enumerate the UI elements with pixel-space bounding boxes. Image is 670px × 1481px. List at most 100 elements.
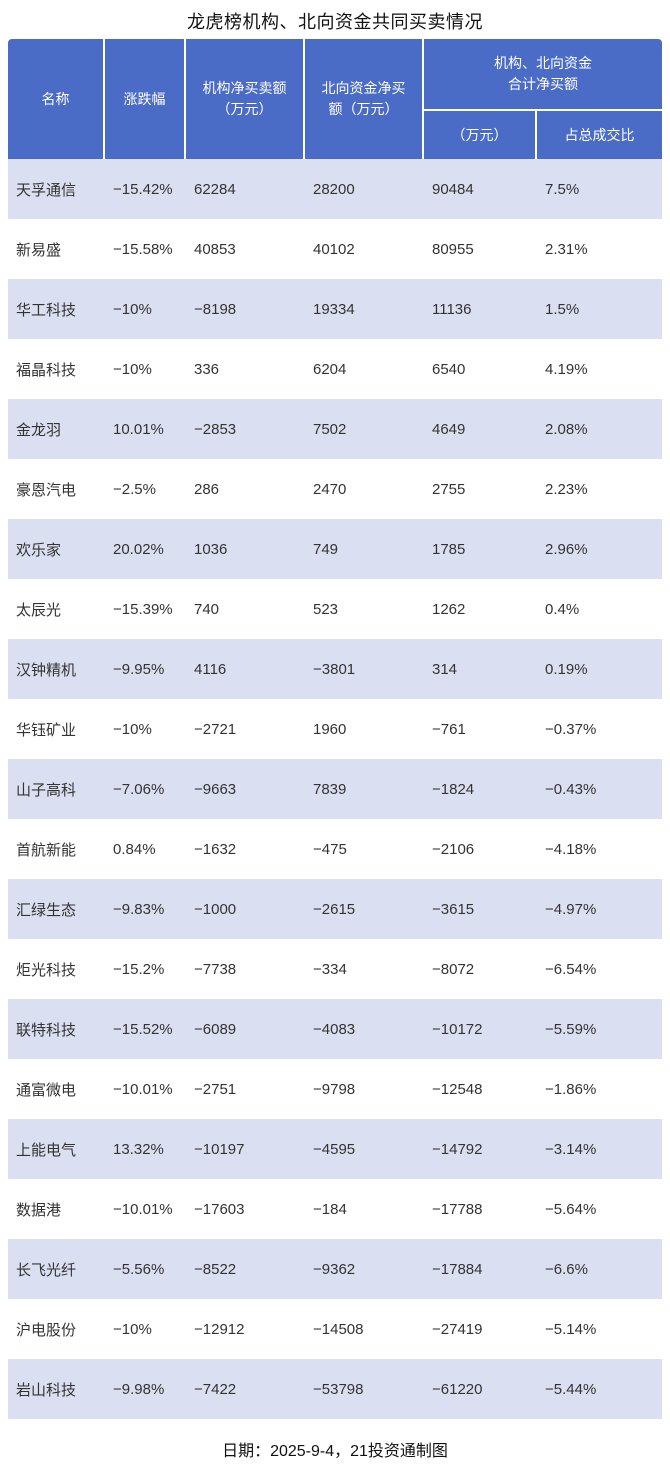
cell-name: 数据港 — [8, 1179, 105, 1239]
cell-total-net: −14792 — [424, 1119, 537, 1179]
cell-name: 汇绿生态 — [8, 879, 105, 939]
cell-north-net: −475 — [305, 819, 424, 879]
cell-total-net: −2106 — [424, 819, 537, 879]
cell-north-net: −9362 — [305, 1239, 424, 1299]
cell-name: 新易盛 — [8, 219, 105, 279]
cell-north-net: 19334 — [305, 279, 424, 339]
cell-total-net: −3615 — [424, 879, 537, 939]
cell-ratio: −0.37% — [537, 699, 662, 759]
cell-ratio: −5.59% — [537, 999, 662, 1059]
cell-inst-net: −2751 — [186, 1059, 305, 1119]
page-title: 龙虎榜机构、北向资金共同买卖情况 — [187, 12, 483, 32]
cell-change: −9.83% — [105, 879, 186, 939]
table-row: 首航新能 0.84% −1632 −475 −2106 −4.18% — [8, 819, 662, 879]
cell-north-net: −9798 — [305, 1059, 424, 1119]
cell-change: −2.5% — [105, 459, 186, 519]
table-row: 沪电股份 −10% −12912 −14508 −27419 −5.14% — [8, 1299, 662, 1359]
cell-ratio: 1.5% — [537, 279, 662, 339]
table-row: 数据港 −10.01% −17603 −184 −17788 −5.64% — [8, 1179, 662, 1239]
table-row: 岩山科技 −9.98% −7422 −53798 −61220 −5.44% — [8, 1359, 662, 1419]
cell-change: −10% — [105, 699, 186, 759]
data-table: 名称 涨跌幅 机构净买卖额 （万元） 北向资金净买 额（万元） 机构、北向资金 … — [8, 39, 662, 1419]
cell-name: 太辰光 — [8, 579, 105, 639]
cell-inst-net: −7422 — [186, 1359, 305, 1419]
cell-total-net: 2755 — [424, 459, 537, 519]
column-header-group-total-net: 机构、北向资金 合计净买额 — [424, 39, 662, 111]
cell-change: −7.06% — [105, 759, 186, 819]
cell-change: −9.98% — [105, 1359, 186, 1419]
cell-name: 汉钟精机 — [8, 639, 105, 699]
cell-north-net: 7839 — [305, 759, 424, 819]
cell-inst-net: 740 — [186, 579, 305, 639]
table-row: 上能电气 13.32% −10197 −4595 −14792 −3.14% — [8, 1119, 662, 1179]
table-row: 豪恩汽电 −2.5% 286 2470 2755 2.23% — [8, 459, 662, 519]
cell-name: 长飞光纤 — [8, 1239, 105, 1299]
cell-ratio: −5.64% — [537, 1179, 662, 1239]
cell-total-net: 6540 — [424, 339, 537, 399]
footer-note: 日期：2025-9-4，21投资通制图 — [222, 1443, 448, 1460]
column-header-name: 名称 — [8, 39, 105, 159]
cell-ratio: −1.86% — [537, 1059, 662, 1119]
cell-ratio: −6.54% — [537, 939, 662, 999]
column-header-northbound-net: 北向资金净买 额（万元） — [305, 39, 424, 159]
cell-north-net: −4083 — [305, 999, 424, 1059]
column-header-turnover-ratio: 占总成交比 — [537, 111, 662, 159]
table-row: 华钰矿业 −10% −2721 1960 −761 −0.37% — [8, 699, 662, 759]
cell-total-net: 1785 — [424, 519, 537, 579]
table-row: 华工科技 −10% −8198 19334 11136 1.5% — [8, 279, 662, 339]
column-header-institution-net: 机构净买卖额 （万元） — [186, 39, 305, 159]
cell-total-net: −27419 — [424, 1299, 537, 1359]
cell-total-net: 1262 — [424, 579, 537, 639]
column-header-change: 涨跌幅 — [105, 39, 186, 159]
cell-north-net: −53798 — [305, 1359, 424, 1419]
table-row: 通富微电 −10.01% −2751 −9798 −12548 −1.86% — [8, 1059, 662, 1119]
cell-inst-net: −1000 — [186, 879, 305, 939]
cell-name: 山子高科 — [8, 759, 105, 819]
cell-north-net: 28200 — [305, 159, 424, 219]
cell-north-net: −14508 — [305, 1299, 424, 1359]
table-row: 太辰光 −15.39% 740 523 1262 0.4% — [8, 579, 662, 639]
cell-inst-net: 62284 — [186, 159, 305, 219]
cell-north-net: 1960 — [305, 699, 424, 759]
table-row: 长飞光纤 −5.56% −8522 −9362 −17884 −6.6% — [8, 1239, 662, 1299]
cell-ratio: 2.23% — [537, 459, 662, 519]
cell-north-net: 2470 — [305, 459, 424, 519]
cell-north-net: −184 — [305, 1179, 424, 1239]
cell-total-net: −8072 — [424, 939, 537, 999]
cell-name: 炬光科技 — [8, 939, 105, 999]
table-row: 汇绿生态 −9.83% −1000 −2615 −3615 −4.97% — [8, 879, 662, 939]
cell-ratio: 0.4% — [537, 579, 662, 639]
cell-total-net: −17788 — [424, 1179, 537, 1239]
cell-change: −15.2% — [105, 939, 186, 999]
cell-ratio: −5.44% — [537, 1359, 662, 1419]
cell-name: 通富微电 — [8, 1059, 105, 1119]
cell-change: −9.95% — [105, 639, 186, 699]
cell-inst-net: 1036 — [186, 519, 305, 579]
cell-name: 岩山科技 — [8, 1359, 105, 1419]
cell-ratio: 2.08% — [537, 399, 662, 459]
table-row: 福晶科技 −10% 336 6204 6540 4.19% — [8, 339, 662, 399]
cell-total-net: −61220 — [424, 1359, 537, 1419]
cell-inst-net: −2853 — [186, 399, 305, 459]
cell-ratio: −4.18% — [537, 819, 662, 879]
cell-change: −10% — [105, 339, 186, 399]
cell-ratio: 2.31% — [537, 219, 662, 279]
cell-inst-net: −8198 — [186, 279, 305, 339]
cell-inst-net: 286 — [186, 459, 305, 519]
cell-name: 沪电股份 — [8, 1299, 105, 1359]
cell-name: 上能电气 — [8, 1119, 105, 1179]
cell-change: −5.56% — [105, 1239, 186, 1299]
cell-change: 20.02% — [105, 519, 186, 579]
table-row: 新易盛 −15.58% 40853 40102 80955 2.31% — [8, 219, 662, 279]
cell-change: −15.58% — [105, 219, 186, 279]
cell-ratio: −0.43% — [537, 759, 662, 819]
cell-inst-net: 4116 — [186, 639, 305, 699]
cell-name: 首航新能 — [8, 819, 105, 879]
cell-inst-net: 40853 — [186, 219, 305, 279]
table-row: 汉钟精机 −9.95% 4116 −3801 314 0.19% — [8, 639, 662, 699]
cell-north-net: 7502 — [305, 399, 424, 459]
cell-ratio: 2.96% — [537, 519, 662, 579]
cell-total-net: 314 — [424, 639, 537, 699]
cell-north-net: −3801 — [305, 639, 424, 699]
